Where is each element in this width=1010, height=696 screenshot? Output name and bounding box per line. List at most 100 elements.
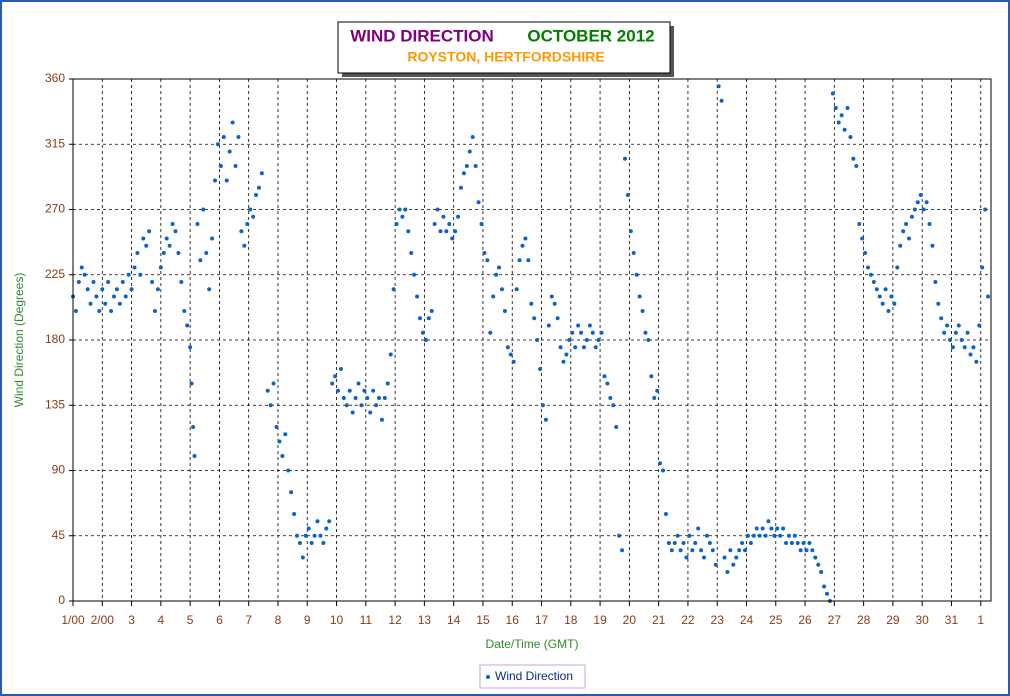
data-point xyxy=(306,526,311,531)
data-point xyxy=(353,396,358,400)
data-point xyxy=(470,135,475,139)
data-point xyxy=(652,396,657,400)
data-point xyxy=(412,272,417,277)
x-tick-label: 19 xyxy=(593,613,607,627)
data-point xyxy=(324,526,329,531)
data-point xyxy=(713,562,718,567)
data-point xyxy=(696,526,701,531)
data-point xyxy=(529,301,534,306)
data-point xyxy=(801,541,806,545)
data-point xyxy=(409,251,414,255)
data-point xyxy=(971,345,976,350)
data-point xyxy=(362,388,367,393)
data-point xyxy=(188,345,193,350)
data-point xyxy=(807,541,812,545)
data-point xyxy=(170,222,175,226)
data-point xyxy=(643,330,648,335)
data-point xyxy=(491,294,496,299)
data-point xyxy=(687,533,692,538)
data-point xyxy=(499,287,504,292)
data-point xyxy=(213,178,218,183)
data-point xyxy=(236,135,241,139)
data-point xyxy=(602,374,607,379)
data-point xyxy=(327,519,332,524)
data-point xyxy=(707,541,712,545)
x-tick-label: 21 xyxy=(652,613,666,627)
data-point xyxy=(781,526,786,531)
data-point xyxy=(265,388,270,393)
data-point xyxy=(233,164,238,168)
data-point xyxy=(950,345,955,350)
legend-box xyxy=(479,664,586,689)
data-point xyxy=(614,425,619,429)
data-point xyxy=(79,265,84,270)
data-point xyxy=(596,338,601,342)
data-point xyxy=(617,533,622,538)
data-point xyxy=(690,548,695,553)
data-point xyxy=(751,533,756,538)
data-point xyxy=(359,403,364,408)
data-point xyxy=(286,468,291,473)
data-point xyxy=(155,287,160,292)
data-point xyxy=(371,388,376,393)
data-point xyxy=(845,106,850,110)
data-point xyxy=(114,287,119,292)
data-point xyxy=(848,135,853,139)
data-point xyxy=(347,388,352,393)
data-point xyxy=(432,222,437,226)
data-point xyxy=(426,316,431,321)
data-point xyxy=(161,251,166,255)
data-point xyxy=(248,207,253,212)
data-point xyxy=(895,265,900,270)
data-point xyxy=(254,193,259,197)
data-point xyxy=(983,207,988,212)
data-point xyxy=(129,287,134,292)
data-point xyxy=(330,381,335,386)
data-point xyxy=(649,374,654,379)
data-point xyxy=(874,287,879,292)
data-point xyxy=(631,251,636,255)
data-point xyxy=(207,287,212,292)
data-point xyxy=(921,207,926,212)
data-point xyxy=(927,222,932,226)
data-point xyxy=(663,512,668,516)
data-point xyxy=(377,396,381,400)
data-point xyxy=(88,301,93,306)
x-tick-label: 7 xyxy=(245,613,252,627)
x-tick-label: 2/00 xyxy=(91,613,115,627)
data-point xyxy=(292,512,297,516)
data-point xyxy=(775,526,780,531)
data-point xyxy=(901,229,906,234)
data-point xyxy=(505,345,510,350)
data-point xyxy=(406,229,411,234)
data-point xyxy=(748,541,753,545)
data-point xyxy=(91,280,96,284)
data-point xyxy=(863,251,868,255)
data-point xyxy=(218,164,223,168)
data-point xyxy=(350,410,355,415)
data-point xyxy=(318,533,323,538)
data-point xyxy=(173,229,178,234)
data-point xyxy=(731,562,736,567)
data-point xyxy=(786,533,791,538)
data-point xyxy=(907,236,912,241)
data-point xyxy=(702,555,707,560)
x-tick-label: 14 xyxy=(447,613,461,627)
x-tick-label: 11 xyxy=(360,613,373,627)
data-point xyxy=(476,200,481,205)
data-point xyxy=(239,229,244,234)
data-point xyxy=(924,200,929,205)
data-point xyxy=(441,214,446,219)
data-point xyxy=(918,193,923,197)
data-point xyxy=(573,345,578,350)
data-point xyxy=(280,454,285,458)
data-point xyxy=(915,200,920,205)
data-point xyxy=(719,98,724,103)
x-tick-label: 18 xyxy=(564,613,578,627)
data-point xyxy=(150,280,155,284)
data-point xyxy=(126,272,131,277)
data-point xyxy=(734,555,739,560)
data-point xyxy=(743,548,748,553)
data-point xyxy=(842,127,847,132)
